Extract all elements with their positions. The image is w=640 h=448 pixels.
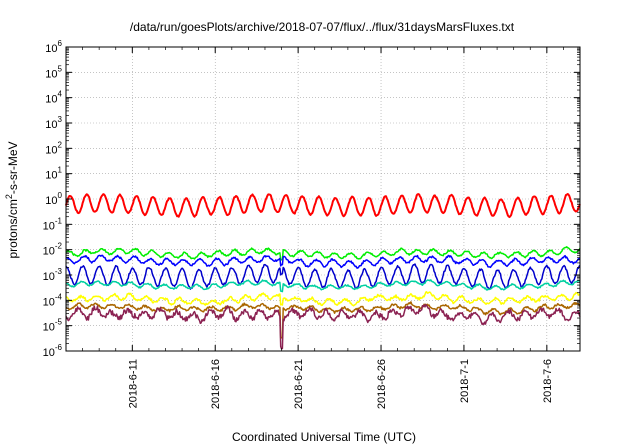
x-axis-ticks: 2018-6-11 2018-6-16 2018-6-21 2018-6-26 2018… — [82, 47, 564, 409]
y-tick-label: 103 — [45, 115, 62, 131]
y-axis-label-base: protons/cm — [6, 199, 20, 258]
y-axis-label-sup: 2 — [4, 194, 14, 199]
y-tick-label: 10-5 — [43, 318, 63, 334]
y-axis-label: protons/cm2-s-sr-MeV — [4, 141, 20, 258]
x-tick-label: 2018-6-21 — [293, 359, 305, 409]
y-tick-label: 101 — [45, 166, 62, 182]
y-tick-label: 10-3 — [43, 267, 63, 283]
y-tick-label: 10-2 — [43, 242, 63, 258]
series-line-2 — [65, 246, 581, 261]
y-tick-label: 10-6 — [43, 343, 63, 359]
x-tick-label: 2018-7-6 — [542, 359, 554, 403]
series-line-4 — [65, 263, 581, 290]
y-tick-label: 106 — [45, 39, 62, 55]
y-tick-label: 104 — [45, 90, 62, 106]
y-tick-label: 10-1 — [43, 216, 63, 232]
series-line-7 — [65, 301, 581, 339]
series-line-6 — [65, 291, 581, 307]
y-axis-label-rest: -s-sr-MeV — [6, 141, 20, 194]
y-tick-label: 105 — [45, 64, 62, 80]
series-lines — [65, 193, 581, 350]
series-line-1 — [65, 193, 581, 219]
y-tick-label: 100 — [45, 191, 62, 207]
x-tick-label: 2018-6-11 — [127, 359, 139, 408]
series-line-5 — [65, 279, 581, 293]
series-line-8 — [65, 303, 581, 350]
y-axis-ticks: 10-6 10-5 10-4 10-3 10-2 10-1 100 101 102 103 104 1… — [43, 39, 580, 359]
x-tick-label: 2018-6-16 — [210, 359, 222, 409]
series-line-3 — [65, 254, 581, 269]
y-tick-label: 10-4 — [43, 292, 63, 308]
chart-title: /data/run/goesPlots/archive/2018-07-07/f… — [130, 20, 515, 34]
x-tick-label: 2018-7-1 — [459, 359, 471, 403]
x-axis-label: Coordinated Universal Time (UTC) — [232, 430, 416, 444]
x-tick-label: 2018-6-26 — [376, 359, 388, 409]
y-tick-label: 102 — [45, 140, 62, 156]
